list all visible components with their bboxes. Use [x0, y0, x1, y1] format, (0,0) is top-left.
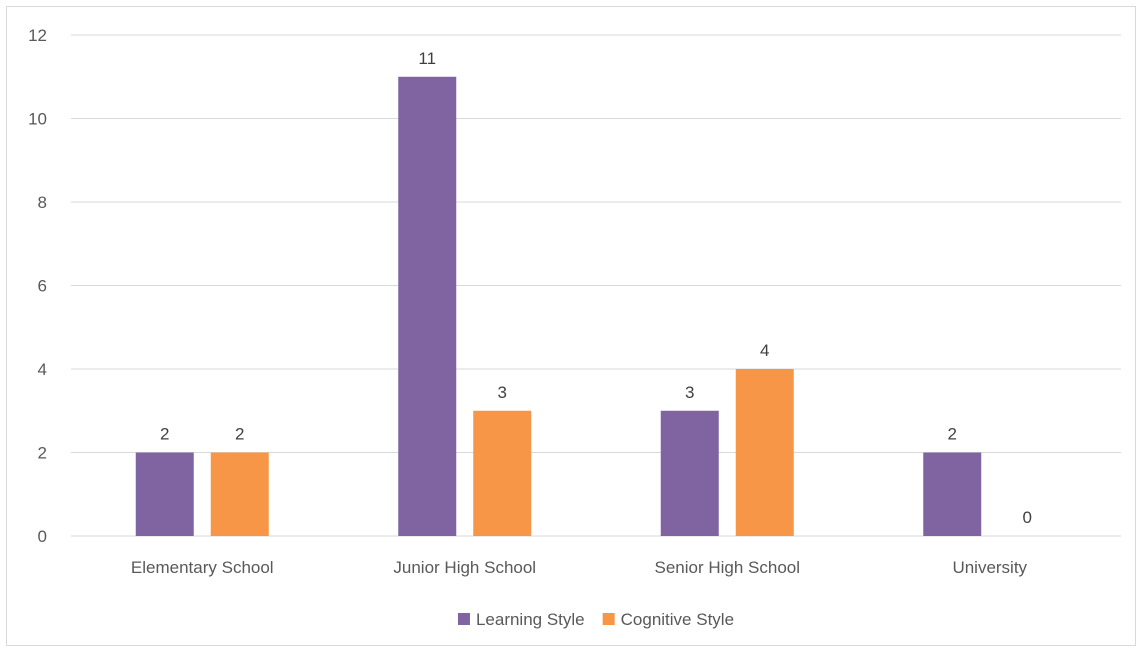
- y-tick-label: 2: [38, 444, 47, 463]
- chart-frame: [6, 6, 1136, 646]
- y-tick-label: 4: [38, 360, 47, 379]
- bar-cognitive-style: [735, 369, 794, 536]
- bar-cognitive-style: [210, 452, 269, 536]
- legend-swatch: [602, 613, 615, 625]
- bar-learning-style: [135, 452, 194, 536]
- y-tick-label: 8: [38, 193, 47, 212]
- bar-learning-style: [398, 76, 457, 536]
- data-label: 3: [685, 383, 694, 402]
- y-axis-tick-labels: 0 2 4 6 8 10 12: [28, 26, 47, 546]
- bar-cognitive-style: [473, 410, 532, 536]
- y-tick-label: 0: [38, 527, 47, 546]
- data-label: 11: [418, 49, 436, 68]
- x-tick-label: Junior High School: [393, 558, 536, 577]
- data-labels: 2 2 11 3 3 4 2 0: [160, 49, 1032, 527]
- legend-swatch: [457, 613, 470, 625]
- bars: [135, 76, 982, 536]
- y-tick-label: 6: [38, 277, 47, 296]
- data-label: 0: [1023, 508, 1032, 527]
- data-label: 2: [235, 425, 244, 444]
- data-label: 3: [498, 383, 507, 402]
- data-label: 4: [760, 341, 769, 360]
- bar-learning-style: [660, 410, 719, 536]
- data-label: 2: [948, 425, 957, 444]
- legend-label: Learning Style: [476, 610, 585, 629]
- x-tick-label: Senior High School: [654, 558, 800, 577]
- legend: Learning Style Cognitive Style: [457, 610, 734, 629]
- bar-learning-style: [923, 452, 982, 536]
- y-tick-label: 12: [28, 26, 47, 45]
- x-tick-label: Elementary School: [131, 558, 274, 577]
- y-tick-label: 10: [28, 110, 47, 129]
- x-axis-tick-labels: Elementary School Junior High School Senio…: [131, 558, 1028, 577]
- data-label: 2: [160, 425, 169, 444]
- legend-label: Cognitive Style: [621, 610, 734, 629]
- x-tick-label: University: [952, 558, 1027, 577]
